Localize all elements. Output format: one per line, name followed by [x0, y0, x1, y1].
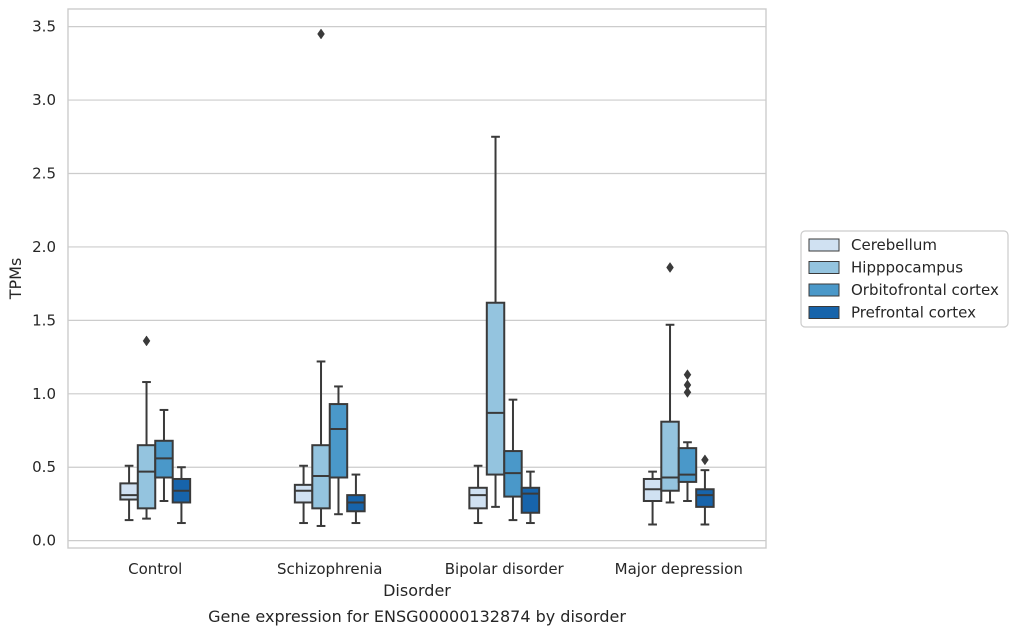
x-axis-title: Disorder: [383, 581, 451, 600]
legend-item: Hipppocampus: [808, 259, 963, 277]
box-prefrontal-cortex: [520, 470, 541, 525]
legend-swatch: [808, 261, 840, 274]
box-prefrontal-cortex: [346, 473, 366, 525]
box-iqr: [468, 486, 488, 510]
box-iqr: [520, 486, 541, 514]
chart-caption: Gene expression for ENSG00000132874 by d…: [208, 607, 626, 626]
outlier-point: [666, 262, 674, 273]
legend-swatch: [808, 306, 840, 319]
x-tick-label: Schizophrenia: [277, 560, 382, 578]
box-iqr: [677, 447, 698, 483]
box-cerebellum: [642, 470, 663, 526]
box-orbitofrontal-cortex: [503, 398, 523, 522]
outlier-point: [142, 335, 151, 347]
y-tick-label: 1.5: [32, 311, 56, 329]
box-iqr: [660, 420, 680, 492]
box-cerebellum: [293, 464, 314, 525]
box-iqr: [136, 444, 157, 510]
box-hipppocampus: [136, 335, 157, 520]
y-tick-label: 3.5: [32, 18, 56, 36]
y-tick-label: 2.0: [32, 238, 56, 256]
legend-item: Orbitofrontal cortex: [808, 281, 999, 299]
outlier-point: [701, 454, 709, 466]
legend-label: Cerebellum: [851, 236, 937, 254]
box-hipppocampus: [660, 262, 680, 504]
y-tick-label: 0.5: [32, 458, 56, 476]
legend-frame: [800, 230, 1009, 328]
y-axis-title: TPMs: [6, 258, 25, 301]
x-tick-label: Major depression: [615, 560, 743, 578]
x-tick-labels: Control Schizophrenia Bipolar disorder Majo…: [128, 560, 743, 578]
y-tick-label: 1.0: [32, 385, 56, 403]
legend-label: Prefrontal cortex: [851, 304, 976, 322]
box-hipppocampus: [485, 135, 506, 508]
box-orbitofrontal-cortex: [677, 369, 698, 503]
outlier-point: [317, 28, 325, 40]
legend-label: Orbitofrontal cortex: [851, 281, 999, 299]
box-cerebellum: [119, 464, 139, 522]
legend-swatch: [808, 283, 840, 297]
box-cerebellum: [468, 464, 488, 525]
legend-item: Cerebellum: [808, 236, 937, 254]
outlier-point: [683, 369, 692, 381]
legend-swatch: [808, 238, 840, 252]
legend-item: Prefrontal cortex: [808, 304, 976, 322]
box-hipppocampus: [311, 28, 331, 527]
x-tick-label: Control: [128, 560, 182, 578]
box-iqr: [328, 403, 349, 479]
box-iqr: [695, 488, 715, 508]
box-iqr: [293, 483, 314, 504]
y-tick-labels: 0.0 0.5 1.0 1.5 2.0 2.5 3.0 3.5: [32, 18, 56, 550]
box-orbitofrontal-cortex: [328, 385, 349, 516]
box-prefrontal-cortex: [171, 466, 192, 525]
y-tick-label: 3.0: [32, 91, 56, 109]
legend: Cerebellum Hipppocampus Orbitofrontal cort…: [800, 230, 1009, 328]
y-tick-label: 2.5: [32, 164, 56, 182]
box-iqr: [485, 301, 506, 476]
y-tick-label: 0.0: [32, 532, 56, 550]
box-iqr: [119, 482, 139, 501]
x-tick-label: Bipolar disorder: [445, 560, 565, 578]
outlier-point: [683, 386, 692, 398]
legend-label: Hipppocampus: [851, 259, 963, 277]
plot-frame: [67, 8, 767, 549]
box-plots: [119, 28, 715, 527]
box-prefrontal-cortex: [695, 454, 715, 526]
box-orbitofrontal-cortex: [154, 408, 174, 503]
